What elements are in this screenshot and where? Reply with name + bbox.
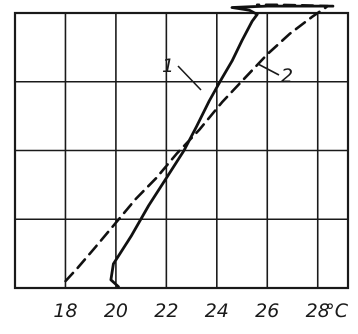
x-tick-label: 20 xyxy=(104,300,128,322)
x-tick-label: 18 xyxy=(53,300,77,322)
series-label-leader-1 xyxy=(177,65,202,91)
series-label-1: 1 xyxy=(162,55,174,77)
labels: 1 2 18 20 22 24 26 28°C xyxy=(53,55,348,322)
series-line-2 xyxy=(64,3,330,283)
series-label-leader-2 xyxy=(257,63,280,76)
x-tick-label: 24 xyxy=(205,300,229,322)
series-label-2: 2 xyxy=(281,65,293,87)
x-tick-label: 26 xyxy=(255,300,279,322)
x-unit-label: °C xyxy=(325,300,349,322)
grid xyxy=(13,11,350,290)
series-layer xyxy=(64,3,335,288)
series-line-1 xyxy=(109,4,335,288)
x-tick-label: 28 xyxy=(306,300,330,322)
x-tick-label: 22 xyxy=(154,300,178,322)
